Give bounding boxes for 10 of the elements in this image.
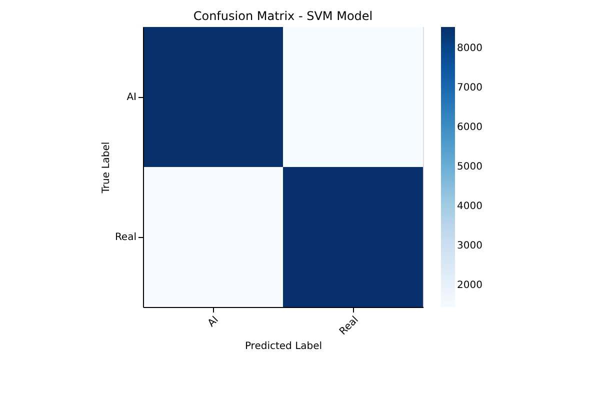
chart-title: Confusion Matrix - SVM Model: [193, 9, 373, 23]
color-bar-label: 8000: [457, 42, 482, 54]
color-bar-label: 5000: [457, 161, 482, 172]
color-bar-label: 4000: [457, 200, 482, 212]
color-bar-label: 3000: [457, 240, 482, 252]
color-bar-label: 2000: [457, 280, 482, 291]
x-axis-title: Predicted Label: [244, 340, 322, 352]
color-bar-label: 7000: [457, 82, 482, 94]
y-axis-title: True Label: [100, 142, 112, 194]
color-bar-label: 6000: [457, 122, 482, 133]
